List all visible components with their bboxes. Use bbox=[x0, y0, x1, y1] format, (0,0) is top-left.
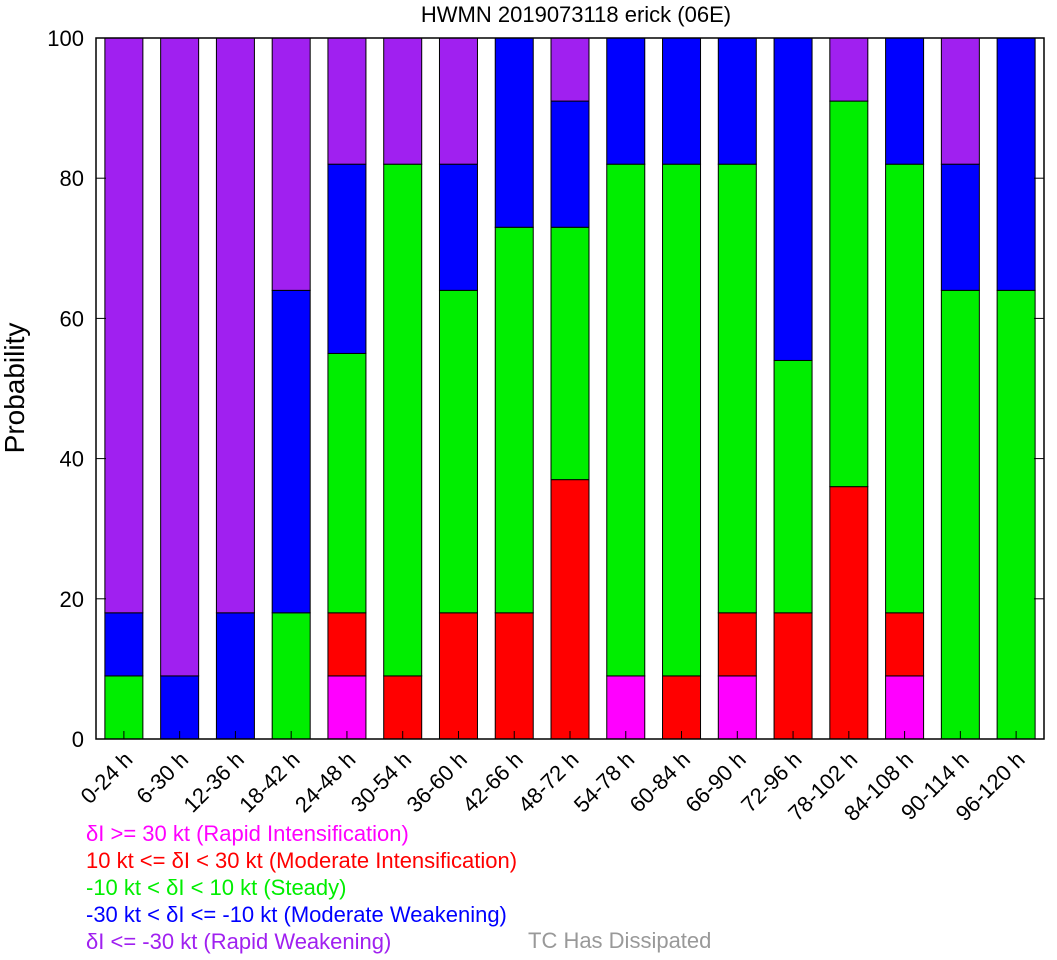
x-tick-label-0-24-h: 0-24 h bbox=[76, 747, 138, 809]
bar-segment-0-24-h-s4 bbox=[104, 37, 144, 614]
bar-segment-18-42-h-s4 bbox=[271, 37, 311, 291]
bar-segment-24-48-h-s2 bbox=[327, 352, 367, 614]
bar-segment-42-66-h-s1 bbox=[494, 612, 534, 740]
bar-segment-30-54-h-s1 bbox=[383, 675, 423, 740]
bar-segment-36-60-h-s3 bbox=[438, 163, 478, 291]
y-tick-label-20: 20 bbox=[60, 587, 84, 612]
bar-segment-84-108-h-s1 bbox=[885, 612, 925, 677]
bar-segment-66-90-h-s1 bbox=[717, 612, 757, 677]
bar-segment-66-90-h-s2 bbox=[717, 163, 757, 614]
bar-segment-84-108-h-s0 bbox=[885, 675, 925, 740]
bar-segment-90-114-h-s3 bbox=[940, 163, 980, 291]
x-tick-label-18-42-h: 18-42 h bbox=[234, 747, 304, 817]
bar-segment-30-54-h-s2 bbox=[383, 163, 423, 677]
y-axis-label: Probability bbox=[0, 323, 30, 454]
bar-segment-78-102-h-s1 bbox=[829, 486, 869, 740]
bar-segment-36-60-h-s4 bbox=[438, 37, 478, 165]
bar-segment-12-36-h-s3 bbox=[215, 612, 255, 740]
bar-segment-24-48-h-s4 bbox=[327, 37, 367, 165]
bar-segment-6-30-h-s4 bbox=[160, 37, 200, 677]
bar-segment-54-78-h-s3 bbox=[606, 37, 646, 165]
y-tick-label-60: 60 bbox=[60, 306, 84, 331]
chart-title: HWMN 2019073118 erick (06E) bbox=[421, 2, 731, 27]
legend-item-dissipated: TC Has Dissipated bbox=[528, 928, 712, 953]
bar-segment-0-24-h-s3 bbox=[104, 612, 144, 677]
bar-segment-24-48-h-s0 bbox=[327, 675, 367, 740]
bar-segment-24-48-h-s3 bbox=[327, 163, 367, 354]
bar-segment-0-24-h-s2 bbox=[104, 675, 144, 740]
bar-segment-96-120-h-s2 bbox=[996, 289, 1036, 740]
bar-segment-60-84-h-s3 bbox=[662, 37, 702, 165]
y-tick-label-40: 40 bbox=[60, 447, 84, 472]
x-tick-label-36-60-h: 36-60 h bbox=[402, 747, 472, 817]
x-tick-label-42-66-h: 42-66 h bbox=[457, 747, 527, 817]
bar-segment-72-96-h-s1 bbox=[773, 612, 813, 740]
bar-segment-54-78-h-s2 bbox=[606, 163, 646, 677]
x-tick-label-66-90-h: 66-90 h bbox=[680, 747, 750, 817]
bar-segment-48-72-h-s1 bbox=[550, 479, 590, 740]
bar-segment-84-108-h-s3 bbox=[885, 37, 925, 165]
bar-segment-54-78-h-s0 bbox=[606, 675, 646, 740]
bar-segment-48-72-h-s3 bbox=[550, 100, 590, 228]
y-tick-label-100: 100 bbox=[47, 26, 84, 51]
bar-segment-42-66-h-s2 bbox=[494, 226, 534, 614]
bar-segment-90-114-h-s4 bbox=[940, 37, 980, 165]
x-tick-label-12-36-h: 12-36 h bbox=[179, 747, 249, 817]
bar-segment-78-102-h-s2 bbox=[829, 100, 869, 488]
bar-segment-60-84-h-s2 bbox=[662, 163, 702, 677]
bar-segment-66-90-h-s3 bbox=[717, 37, 757, 165]
bar-segment-66-90-h-s0 bbox=[717, 675, 757, 740]
bar-segment-18-42-h-s2 bbox=[271, 612, 311, 740]
bar-segment-90-114-h-s2 bbox=[940, 289, 980, 740]
legend: δI >= 30 kt (Rapid Intensification) 10 k… bbox=[86, 820, 517, 955]
bar-segment-18-42-h-s3 bbox=[271, 289, 311, 614]
bar-segment-36-60-h-s2 bbox=[438, 289, 478, 614]
x-tick-label-60-84-h: 60-84 h bbox=[625, 747, 695, 817]
x-tick-label-54-78-h: 54-78 h bbox=[569, 747, 639, 817]
bar-segment-48-72-h-s4 bbox=[550, 37, 590, 102]
bar-segment-24-48-h-s1 bbox=[327, 612, 367, 677]
y-tick-label-0: 0 bbox=[72, 727, 84, 752]
bar-segment-36-60-h-s1 bbox=[438, 612, 478, 740]
legend-item-rapid-intensification: δI >= 30 kt (Rapid Intensification) bbox=[86, 821, 409, 846]
x-tick-label-24-48-h: 24-48 h bbox=[290, 747, 360, 817]
bars-group bbox=[104, 37, 1036, 740]
bar-segment-60-84-h-s1 bbox=[662, 675, 702, 740]
bar-segment-72-96-h-s2 bbox=[773, 359, 813, 614]
bar-segment-78-102-h-s4 bbox=[829, 37, 869, 102]
bar-segment-12-36-h-s4 bbox=[215, 37, 255, 614]
bar-segment-6-30-h-s3 bbox=[160, 675, 200, 740]
legend-item-moderate-intensification: 10 kt <= δI < 30 kt (Moderate Intensific… bbox=[86, 848, 518, 873]
plot-frame bbox=[95, 37, 1045, 740]
bar-segment-84-108-h-s2 bbox=[885, 163, 925, 614]
bar-segment-30-54-h-s4 bbox=[383, 37, 423, 165]
x-tick-label-30-54-h: 30-54 h bbox=[346, 747, 416, 817]
bar-segment-96-120-h-s3 bbox=[996, 37, 1036, 291]
legend-item-moderate-weakening: -30 kt < δI <= -10 kt (Moderate Weakenin… bbox=[86, 902, 507, 927]
legend-item-rapid-weakening: δI <= -30 kt (Rapid Weakening) bbox=[86, 929, 392, 954]
chart: HWMN 2019073118 erick (06E) Probability … bbox=[0, 2, 1045, 820]
y-tick-label-80: 80 bbox=[60, 166, 84, 191]
x-tick-label-48-72-h: 48-72 h bbox=[513, 747, 583, 817]
bar-segment-72-96-h-s3 bbox=[773, 37, 813, 361]
bar-segment-42-66-h-s3 bbox=[494, 37, 534, 228]
bar-segment-48-72-h-s2 bbox=[550, 226, 590, 481]
legend-item-steady: -10 kt < δI < 10 kt (Steady) bbox=[86, 875, 347, 900]
